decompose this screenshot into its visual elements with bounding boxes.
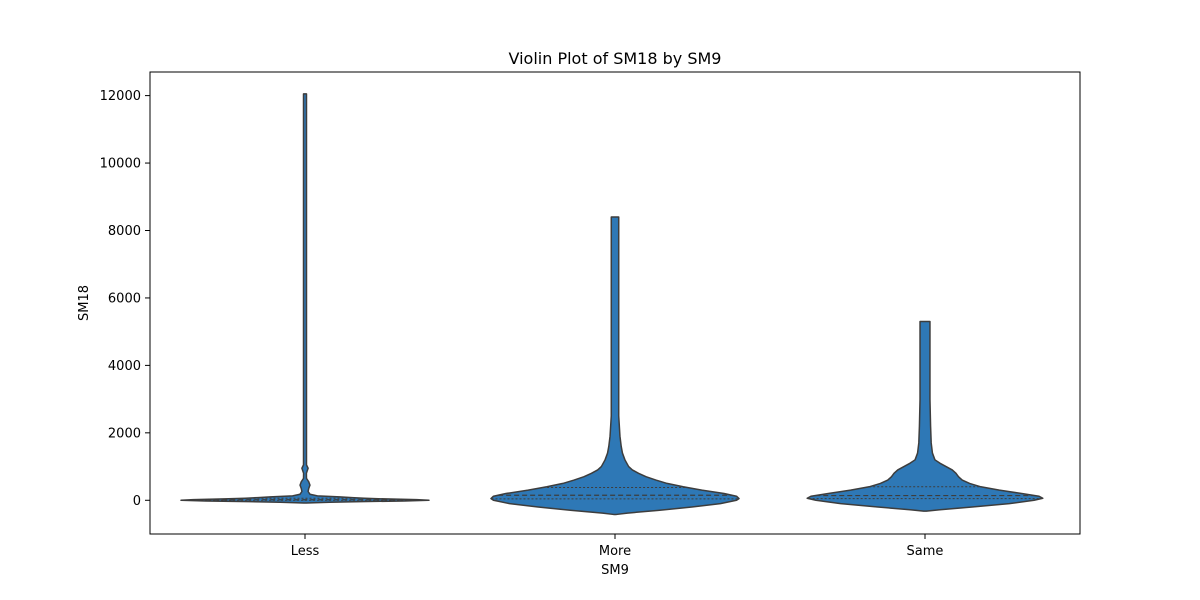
violin-group <box>180 93 1044 516</box>
violin-more <box>490 216 740 516</box>
violin-same <box>806 320 1044 512</box>
y-tick-label: 10000 <box>100 157 141 172</box>
y-tick-label: 8000 <box>108 224 141 239</box>
violin-less <box>180 93 430 504</box>
x-axis-label: SM9 <box>601 563 629 578</box>
y-tick-label: 4000 <box>108 359 141 374</box>
chart-title: Violin Plot of SM18 by SM9 <box>509 49 722 68</box>
y-tick-label: 6000 <box>108 291 141 306</box>
y-tick-label: 2000 <box>108 426 141 441</box>
y-axis: 0 2000 4000 6000 8000 10000 12000 <box>100 89 150 509</box>
x-axis: Less More Same <box>291 534 944 559</box>
y-axis-label: SM18 <box>77 285 92 321</box>
y-tick-label: 12000 <box>100 89 141 104</box>
x-tick-label-more: More <box>599 544 631 559</box>
x-tick-label-less: Less <box>291 544 320 559</box>
y-tick-label: 0 <box>133 494 141 509</box>
x-tick-label-same: Same <box>907 544 944 559</box>
